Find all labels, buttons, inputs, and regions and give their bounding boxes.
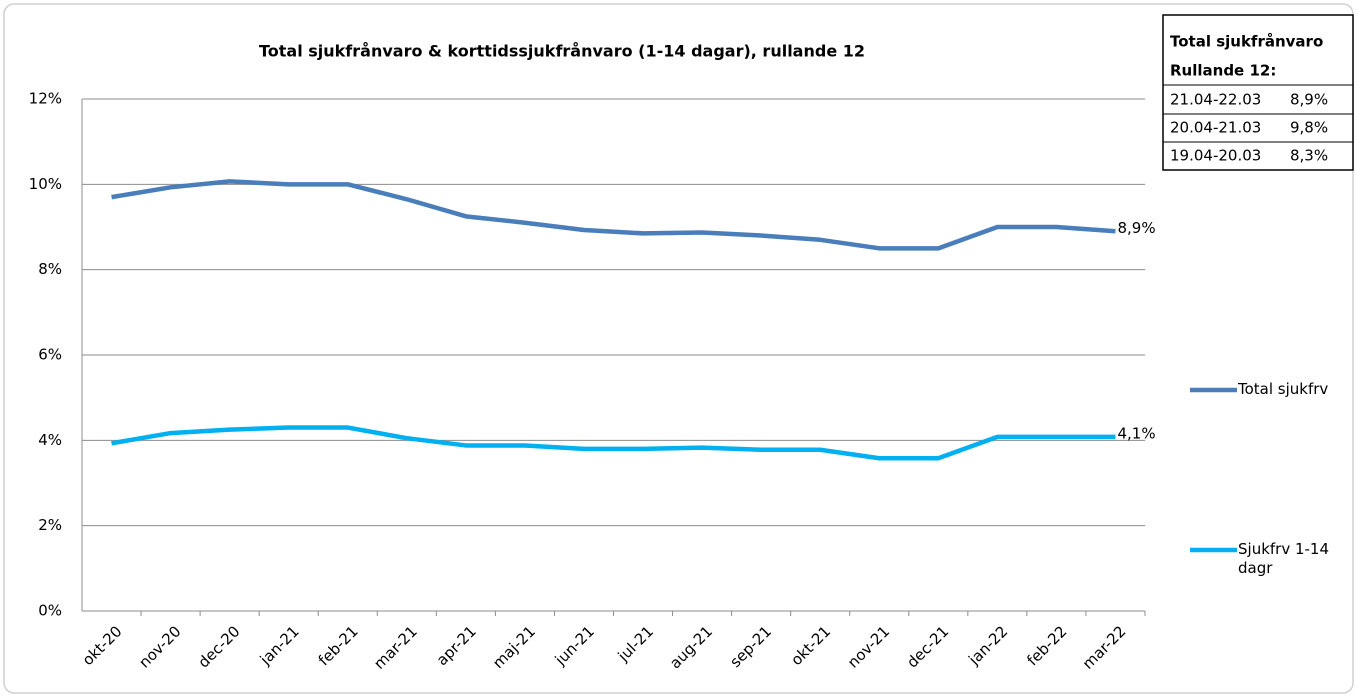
y-tick-label: 10% bbox=[29, 175, 62, 193]
info-period: 21.04-22.03 bbox=[1170, 91, 1261, 109]
legend-label: Sjukfrv 1-14 dagr bbox=[1238, 540, 1330, 577]
info-period: 20.04-21.03 bbox=[1170, 119, 1261, 137]
y-tick-label: 4% bbox=[38, 431, 62, 449]
info-value: 8,3% bbox=[1290, 147, 1328, 165]
info-box bbox=[1162, 14, 1354, 171]
series-line bbox=[111, 179, 1116, 251]
info-value: 9,8% bbox=[1290, 119, 1328, 137]
y-tick-label: 8% bbox=[38, 260, 62, 278]
info-heading: Total sjukfrånvaro bbox=[1170, 33, 1323, 51]
legend-label: Total sjukfrv bbox=[1238, 380, 1329, 398]
y-tick-label: 0% bbox=[38, 602, 62, 620]
info-heading: Rullande 12: bbox=[1170, 62, 1276, 80]
data-label: 4,1% bbox=[1117, 424, 1155, 442]
info-value: 8,9% bbox=[1290, 91, 1328, 109]
chart-frame bbox=[3, 3, 1354, 694]
y-tick-label: 12% bbox=[29, 90, 62, 108]
info-period: 19.04-20.03 bbox=[1170, 147, 1261, 165]
data-label: 8,9% bbox=[1117, 219, 1155, 237]
y-tick-label: 6% bbox=[38, 346, 62, 364]
series-line bbox=[111, 425, 1116, 461]
chart-title: Total sjukfrånvaro & korttidssjukfrånvar… bbox=[259, 42, 865, 61]
y-tick-label: 2% bbox=[38, 516, 62, 534]
